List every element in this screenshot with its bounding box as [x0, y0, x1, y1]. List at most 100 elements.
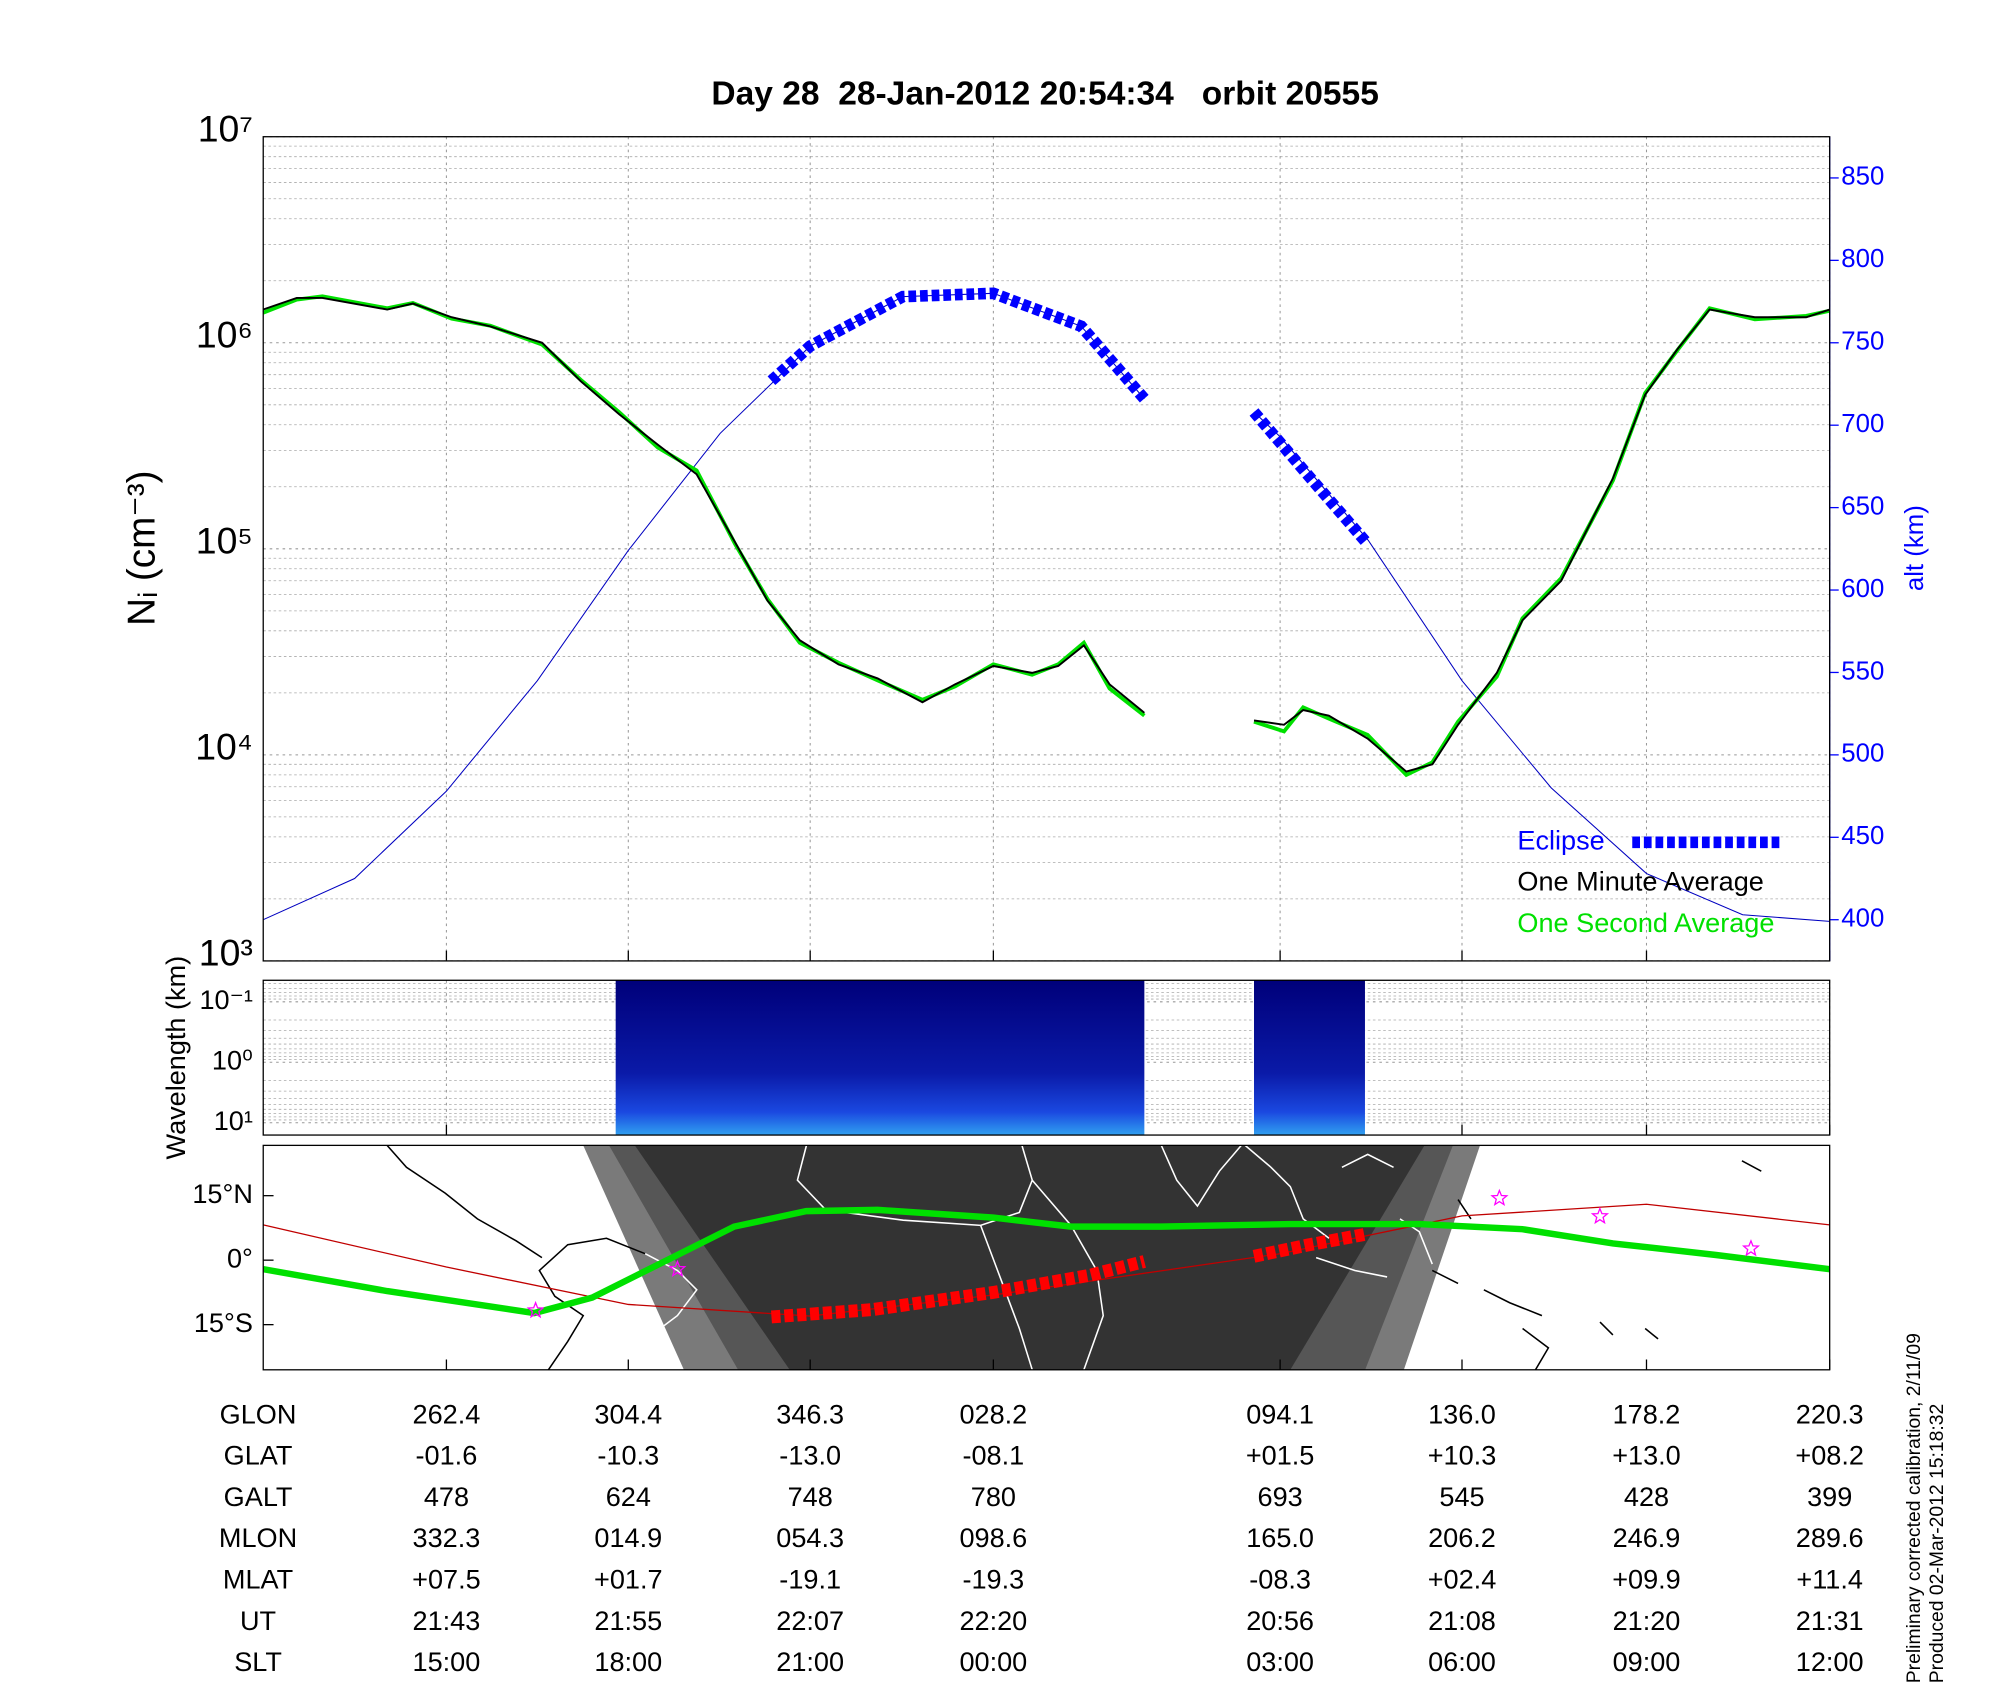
star-marker: [1490, 1188, 1509, 1207]
y-tick-label: 15°N: [192, 1178, 253, 1209]
series-line: [767, 287, 1372, 548]
table-cell: -19.3: [962, 1563, 1024, 1594]
star-marker: [668, 1259, 687, 1277]
table-cell: 20:56: [1246, 1605, 1314, 1636]
table-cell: 09:00: [1613, 1646, 1681, 1677]
table-cell: 332.3: [413, 1522, 481, 1553]
spectrogram-block: [615, 980, 1145, 1136]
table-cell: 22:20: [959, 1605, 1027, 1636]
y-axis-label: Wavelength (km): [160, 956, 191, 1160]
coastline: [386, 1145, 543, 1259]
coastline: [979, 1225, 1033, 1370]
legend-label: Eclipse: [1517, 824, 1604, 855]
y-tick-label: 10³: [199, 932, 253, 974]
coastline: [1160, 1145, 1242, 1208]
legend-label: One Second Average: [1517, 907, 1774, 938]
table-cell: 262.4: [413, 1398, 481, 1429]
row-label: MLON: [219, 1522, 297, 1553]
table-cell: 246.9: [1613, 1522, 1681, 1553]
table-cell: 06:00: [1428, 1646, 1496, 1677]
table-cell: 136.0: [1428, 1398, 1496, 1429]
table-cell: 03:00: [1246, 1646, 1314, 1677]
y-tick-label: 10⁷: [198, 107, 253, 149]
table-cell: 12:00: [1796, 1646, 1864, 1677]
plot-frame: [262, 979, 1831, 1136]
table-cell: +02.4: [1428, 1563, 1497, 1594]
coastline: [796, 1145, 1034, 1227]
y2-tick-label: 400: [1841, 905, 1884, 933]
row-label: GALT: [224, 1481, 293, 1512]
table-cell: 399: [1807, 1481, 1852, 1512]
table-cell: -08.1: [962, 1440, 1024, 1471]
track-line: [263, 1206, 1830, 1317]
star-marker: [526, 1300, 545, 1319]
table-cell: 21:20: [1613, 1605, 1681, 1636]
table-cell: 346.3: [776, 1398, 844, 1429]
y2-tick-label: 600: [1841, 575, 1884, 603]
y-tick-label: 10⁴: [195, 726, 253, 768]
map-background: [386, 1145, 1762, 1370]
y2-tick-label: 550: [1841, 657, 1884, 685]
y2-tick-label: 700: [1841, 410, 1884, 438]
spectrogram-block: [1254, 980, 1365, 1136]
table-cell: +09.9: [1612, 1563, 1681, 1594]
table-cell: 098.6: [959, 1522, 1027, 1553]
y-tick-label: 0°: [227, 1242, 253, 1273]
footnote: Produced 02-Mar-2012 15:18:32: [1926, 1404, 1948, 1684]
table-cell: +01.7: [594, 1563, 663, 1594]
star-marker: [1590, 1206, 1610, 1225]
table-cell: 748: [788, 1481, 833, 1512]
plot-frame: [262, 1144, 1831, 1371]
row-label: UT: [240, 1605, 276, 1636]
table-cell: 21:55: [594, 1605, 662, 1636]
coastline: [1431, 1269, 1550, 1370]
table-cell: 478: [424, 1481, 469, 1512]
y-tick-label: 10⁰: [212, 1044, 253, 1075]
table-cell: 014.9: [594, 1522, 662, 1553]
row-label: GLON: [220, 1398, 297, 1429]
table-cell: 21:31: [1796, 1605, 1864, 1636]
table-cell: 15:00: [413, 1646, 481, 1677]
y2-tick-label: 850: [1841, 163, 1884, 191]
table-cell: 21:08: [1428, 1605, 1496, 1636]
row-label: SLT: [234, 1646, 282, 1677]
y-tick-label: 10¹: [214, 1105, 253, 1136]
table-cell: 178.2: [1613, 1398, 1681, 1429]
table-cell: 21:43: [413, 1605, 481, 1636]
legend-label: One Minute Average: [1517, 866, 1763, 897]
table-cell: +13.0: [1612, 1440, 1681, 1471]
table-cell: 22:07: [776, 1605, 844, 1636]
table-cell: +08.2: [1795, 1440, 1864, 1471]
table-cell: +10.3: [1428, 1440, 1497, 1471]
table-cell: -19.1: [779, 1563, 841, 1594]
table-cell: 545: [1439, 1481, 1484, 1512]
y2-tick-label: 750: [1841, 328, 1884, 356]
table-cell: 165.0: [1246, 1522, 1314, 1553]
y2-axis-label: alt (km): [1901, 505, 1929, 591]
map-tracks: [263, 1188, 1830, 1324]
table-cell: +01.5: [1246, 1440, 1315, 1471]
track-line: [770, 1228, 1367, 1324]
table-cell: 21:00: [776, 1646, 844, 1677]
star-marker: [1741, 1239, 1761, 1257]
table-cell: 00:00: [959, 1646, 1027, 1677]
series-line: [262, 296, 1830, 773]
coastline: [538, 1237, 646, 1370]
table-cell: -10.3: [597, 1440, 659, 1471]
table-cell: +07.5: [412, 1563, 481, 1594]
y-axis-label: Nᵢ (cm⁻³): [121, 470, 164, 625]
footnote: Preliminary corrected calibration, 2/11/…: [1903, 1333, 1925, 1683]
row-label: GLAT: [224, 1440, 293, 1471]
y2-tick-label: 650: [1841, 492, 1884, 520]
table-cell: 18:00: [594, 1646, 662, 1677]
table-cell: 289.6: [1796, 1522, 1864, 1553]
table-cell: 054.3: [776, 1522, 844, 1553]
y2-tick-label: 800: [1841, 245, 1884, 273]
plot-frame: [262, 136, 1831, 962]
coastline: [1457, 1160, 1762, 1340]
table-cell: -01.6: [416, 1440, 478, 1471]
chart-title: Day 28 28-Jan-2012 20:54:34 orbit 20555: [711, 75, 1378, 112]
y-tick-label: 15°S: [194, 1307, 253, 1338]
table-cell: 028.2: [959, 1398, 1027, 1429]
